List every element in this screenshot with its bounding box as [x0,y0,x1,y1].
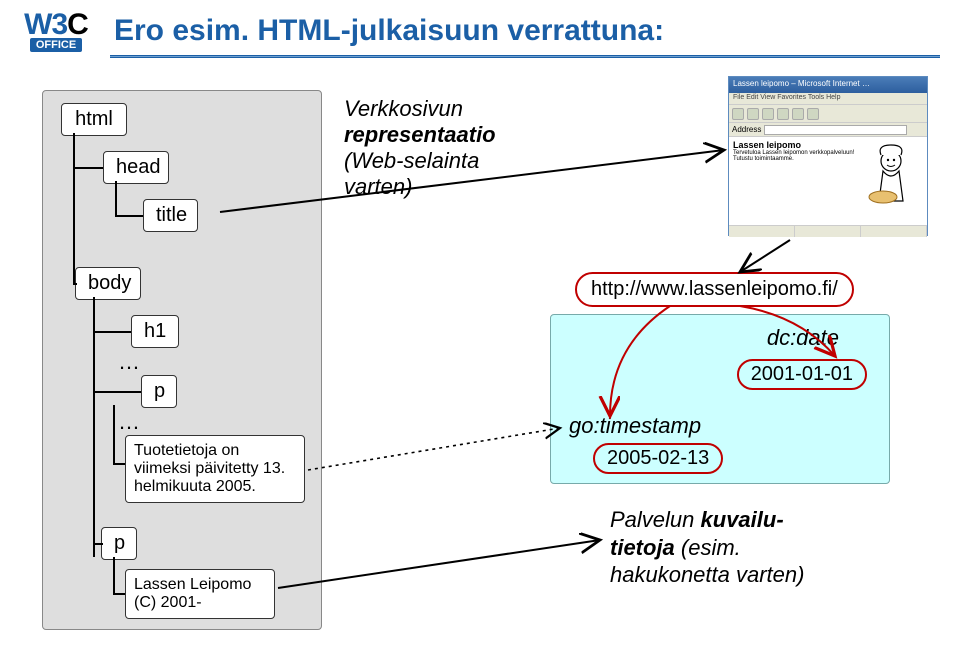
browser-thumbnail: Lassen leipomo – Microsoft Internet … Fi… [728,76,928,236]
address-field [764,125,907,135]
browser-page: Lassen leipomo Tervetuloa Lassen leipomo… [729,137,927,225]
refresh-icon [777,108,789,120]
slide-title: Ero esim. HTML-julkaisuun verrattuna: [114,14,664,48]
dots: … [118,349,140,375]
title-underline [110,50,940,58]
forward-icon [747,108,759,120]
url-bubble: http://www.lassenleipomo.fi/ [575,272,854,307]
desc-line: Verkkosivun [344,96,554,122]
desc-line: varten) [344,174,554,200]
desc-line: representaatio [344,122,554,148]
w3c-logo: W3C OFFICE [20,10,92,52]
node-html: html [61,103,127,136]
tree-line [73,167,103,169]
gotimestamp-bubble: 2005-02-13 [593,443,723,474]
home-icon [792,108,804,120]
stop-icon [762,108,774,120]
node-p-1: p [141,375,177,408]
browser-toolbar [729,105,927,123]
tree-line [113,463,125,465]
search-icon [807,108,819,120]
address-label: Address [732,125,761,134]
dom-tree-panel: html head title body h1 … p … Tuotetieto… [42,90,322,630]
logo-top: W3C [24,10,88,40]
tree-line [93,331,131,333]
tree-line [73,283,77,285]
browser-menubar: File Edit View Favorites Tools Help [729,93,927,105]
dcdate-bubble: 2001-01-01 [737,359,867,390]
tree-line [115,181,117,215]
tree-line [93,297,95,557]
representation-description: Verkkosivun representaatio (Web-selainta… [344,96,554,200]
tree-line [93,543,103,545]
tree-line [113,405,115,463]
tree-line [115,215,143,217]
cook-illustration [865,143,921,213]
tree-line [73,133,75,283]
back-icon [732,108,744,120]
tree-line [113,557,115,593]
tree-line [113,593,125,595]
metadata-panel: dc:date 2001-01-01 go:timestamp 2005-02-… [550,314,890,484]
dots: … [118,409,140,435]
node-title: title [143,199,198,232]
desc-line: (Web-selainta [344,148,554,174]
tree-line [93,391,141,393]
node-head: head [103,151,169,184]
node-info-text: Tuotetietoja on viimeksi päivitetty 13. … [125,435,305,503]
browser-addressbar: Address [729,123,927,137]
node-copyright-text: Lassen Leipomo (C) 2001- [125,569,275,619]
browser-titlebar: Lassen leipomo – Microsoft Internet … [729,77,927,93]
browser-statusbar [729,225,927,237]
node-p-2: p [101,527,137,560]
gotimestamp-label: go:timestamp [569,413,701,439]
node-h1: h1 [131,315,179,348]
logo-bottom: OFFICE [30,38,82,52]
metadata-description: Palvelun kuvailu-tietoja (esim.hakukonet… [610,506,910,589]
node-body: body [75,267,141,300]
dcdate-label: dc:date [767,325,839,351]
